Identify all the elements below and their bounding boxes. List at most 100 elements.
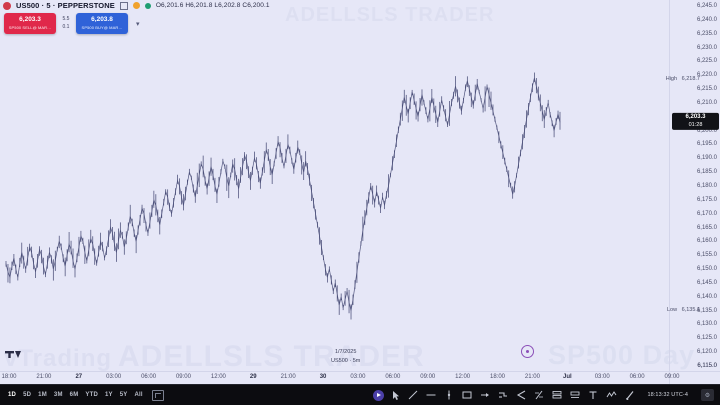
time-tick: 18:00 bbox=[1, 374, 17, 380]
high-marker: High 6,218.7 bbox=[666, 76, 700, 82]
price-tick: 6,240.0 bbox=[696, 16, 717, 23]
price-tick: 6,165.0 bbox=[696, 224, 717, 231]
time-tick: 09:00 bbox=[175, 374, 191, 380]
tradingview-logo-icon bbox=[5, 351, 21, 358]
time-tick: 03:00 bbox=[594, 374, 610, 380]
time-tick: 27 bbox=[75, 374, 83, 380]
price-tick: 6,245.0 bbox=[696, 3, 717, 9]
text-icon[interactable] bbox=[588, 389, 598, 401]
timeframe-1d[interactable]: 1D bbox=[8, 392, 17, 398]
timeframe-6m[interactable]: 6M bbox=[69, 392, 79, 398]
status-dot-icon bbox=[144, 2, 151, 9]
current-price-time: 01:28 bbox=[688, 121, 703, 128]
time-tick: 12:00 bbox=[210, 374, 226, 380]
record-dot-icon bbox=[3, 1, 11, 10]
price-tick: 6,215.0 bbox=[696, 86, 717, 93]
pattern-icon[interactable] bbox=[552, 389, 562, 401]
time-tick: 09:00 bbox=[420, 374, 436, 380]
price-tick: 6,145.0 bbox=[696, 279, 717, 286]
time-tick: 18:00 bbox=[490, 374, 506, 380]
sell-subtitle: SP500 SELL@ MAR… bbox=[8, 24, 52, 30]
parallel-channel-icon[interactable] bbox=[498, 389, 508, 401]
session-clock-icon[interactable] bbox=[521, 345, 534, 358]
buy-subtitle: SP500 BUY@ MAR… bbox=[81, 24, 123, 30]
price-tick: 6,220.0 bbox=[696, 72, 717, 79]
price-tick: 6,190.0 bbox=[696, 155, 717, 162]
ohlc-values: O6,201.6 H6,201.8 L6,202.8 C6,200.1 bbox=[155, 2, 270, 9]
buy-button[interactable]: 6,203.8 SP500 BUY@ MAR… bbox=[76, 13, 128, 34]
price-tick: 6,200.0 bbox=[696, 127, 717, 134]
time-scale[interactable]: 6,115.0 18:00 21:00 27 03:00 06:00 09:00 12:00… bbox=[0, 363, 720, 385]
high-value: 6,218.7 bbox=[681, 75, 700, 82]
sell-price: 6,203.3 bbox=[19, 16, 41, 24]
price-tick: 6,140.0 bbox=[696, 293, 717, 300]
arrow-icon[interactable] bbox=[480, 389, 490, 401]
price-tick: 6,185.0 bbox=[696, 169, 717, 176]
current-price-value: 6,203.3 bbox=[685, 114, 706, 121]
time-tick: 06:00 bbox=[141, 374, 157, 380]
chart-canvas[interactable]: ADELLSLS TRADER vTrading ADELLSLS TRADER… bbox=[0, 0, 720, 385]
trend-line-icon[interactable] bbox=[408, 389, 418, 401]
timeframe-group: 1D 5D 1M 3M 6M YTD 1Y 5Y All bbox=[0, 392, 143, 398]
price-scale[interactable]: 6,245.0 6,240.0 6,235.0 6,230.0 6,225.0 6,220… bbox=[666, 0, 720, 385]
bottom-toolbar: 1D 5D 1M 3M 6M YTD 1Y 5Y All bbox=[0, 384, 720, 405]
sun-icon[interactable] bbox=[132, 2, 140, 9]
clock-readout: 18:13:32 UTC-4 bbox=[647, 392, 688, 398]
price-tick: 6,180.0 bbox=[696, 183, 717, 189]
record-icon[interactable] bbox=[373, 389, 385, 401]
timeframe-1m[interactable]: 1M bbox=[38, 392, 47, 398]
reset-chart-icon[interactable] bbox=[151, 389, 164, 401]
low-label: Low bbox=[666, 307, 678, 314]
layout-icon[interactable] bbox=[119, 1, 128, 10]
chart-legend: US500 · 5 · PEPPERSTONE O6,201.6 H6,201.… bbox=[3, 1, 270, 10]
price-tick: 6,235.0 bbox=[696, 30, 717, 37]
timeframe-all[interactable]: All bbox=[134, 392, 143, 398]
price-tick: 6,135.0 bbox=[696, 307, 717, 314]
time-tick: Jul bbox=[562, 374, 572, 380]
spread-top-value: 5.5 bbox=[62, 16, 70, 22]
spread-bottom-value: 0.1 bbox=[62, 23, 70, 30]
interval-value: US500 · 5m bbox=[331, 357, 361, 364]
price-tick: 6,115.0 bbox=[697, 363, 717, 369]
measure-icon[interactable] bbox=[606, 389, 617, 401]
pitchfork-icon[interactable] bbox=[516, 389, 526, 401]
cursor-icon[interactable] bbox=[392, 389, 400, 401]
fib-retracement-icon[interactable] bbox=[534, 389, 544, 401]
crosshair-date-label: 1/7/2025 US500 · 5m bbox=[331, 348, 360, 366]
time-tick: 21:00 bbox=[280, 374, 296, 380]
date-value: 1/7/2025 bbox=[334, 349, 357, 355]
price-tick: 6,130.0 bbox=[696, 321, 717, 328]
drawing-tool-group: 18:13:32 UTC-4 ⚙ bbox=[373, 389, 720, 401]
time-tick: 30 bbox=[319, 374, 327, 380]
timeframe-3m[interactable]: 3M bbox=[53, 392, 63, 398]
brush-icon[interactable] bbox=[625, 389, 635, 401]
price-tick: 6,120.0 bbox=[696, 349, 717, 356]
timeframe-ytd[interactable]: YTD bbox=[85, 392, 99, 398]
timeframe-5y[interactable]: 5Y bbox=[119, 392, 128, 398]
time-tick: 03:00 bbox=[350, 374, 366, 380]
tail-price-value: 6,115.0 bbox=[697, 363, 717, 369]
symbol-title[interactable]: US500 · 5 · PEPPERSTONE bbox=[16, 1, 115, 10]
time-tick: 06:00 bbox=[385, 374, 401, 380]
price-tick: 6,210.0 bbox=[696, 99, 717, 106]
buy-price: 6,203.8 bbox=[91, 16, 113, 24]
chevron-down-icon[interactable]: ▾ bbox=[136, 20, 140, 28]
low-value: 6,135.1 bbox=[681, 307, 700, 314]
rectangle-icon[interactable] bbox=[462, 389, 472, 401]
sell-button[interactable]: 6,203.3 SP500 SELL@ MAR… bbox=[4, 13, 56, 34]
time-tick: 29 bbox=[249, 374, 257, 380]
time-tick: 21:00 bbox=[36, 374, 52, 380]
range-icon[interactable] bbox=[570, 389, 580, 401]
time-tick: 09:00 bbox=[664, 374, 680, 380]
time-tick: 06:00 bbox=[629, 374, 645, 380]
price-tick: 6,125.0 bbox=[696, 335, 717, 342]
price-tick: 6,175.0 bbox=[696, 196, 717, 203]
current-price-badge[interactable]: 6,203.3 01:28 bbox=[672, 113, 719, 130]
spread-indicator: 5.5 0.1 bbox=[60, 16, 72, 31]
time-tick: 03:00 bbox=[106, 374, 122, 380]
settings-icon[interactable]: ⚙ bbox=[701, 389, 714, 401]
timeframe-1y[interactable]: 1Y bbox=[105, 392, 113, 398]
horizontal-line-icon[interactable] bbox=[426, 389, 436, 401]
timeframe-5d[interactable]: 5D bbox=[23, 392, 32, 398]
vertical-line-icon[interactable] bbox=[444, 389, 454, 401]
